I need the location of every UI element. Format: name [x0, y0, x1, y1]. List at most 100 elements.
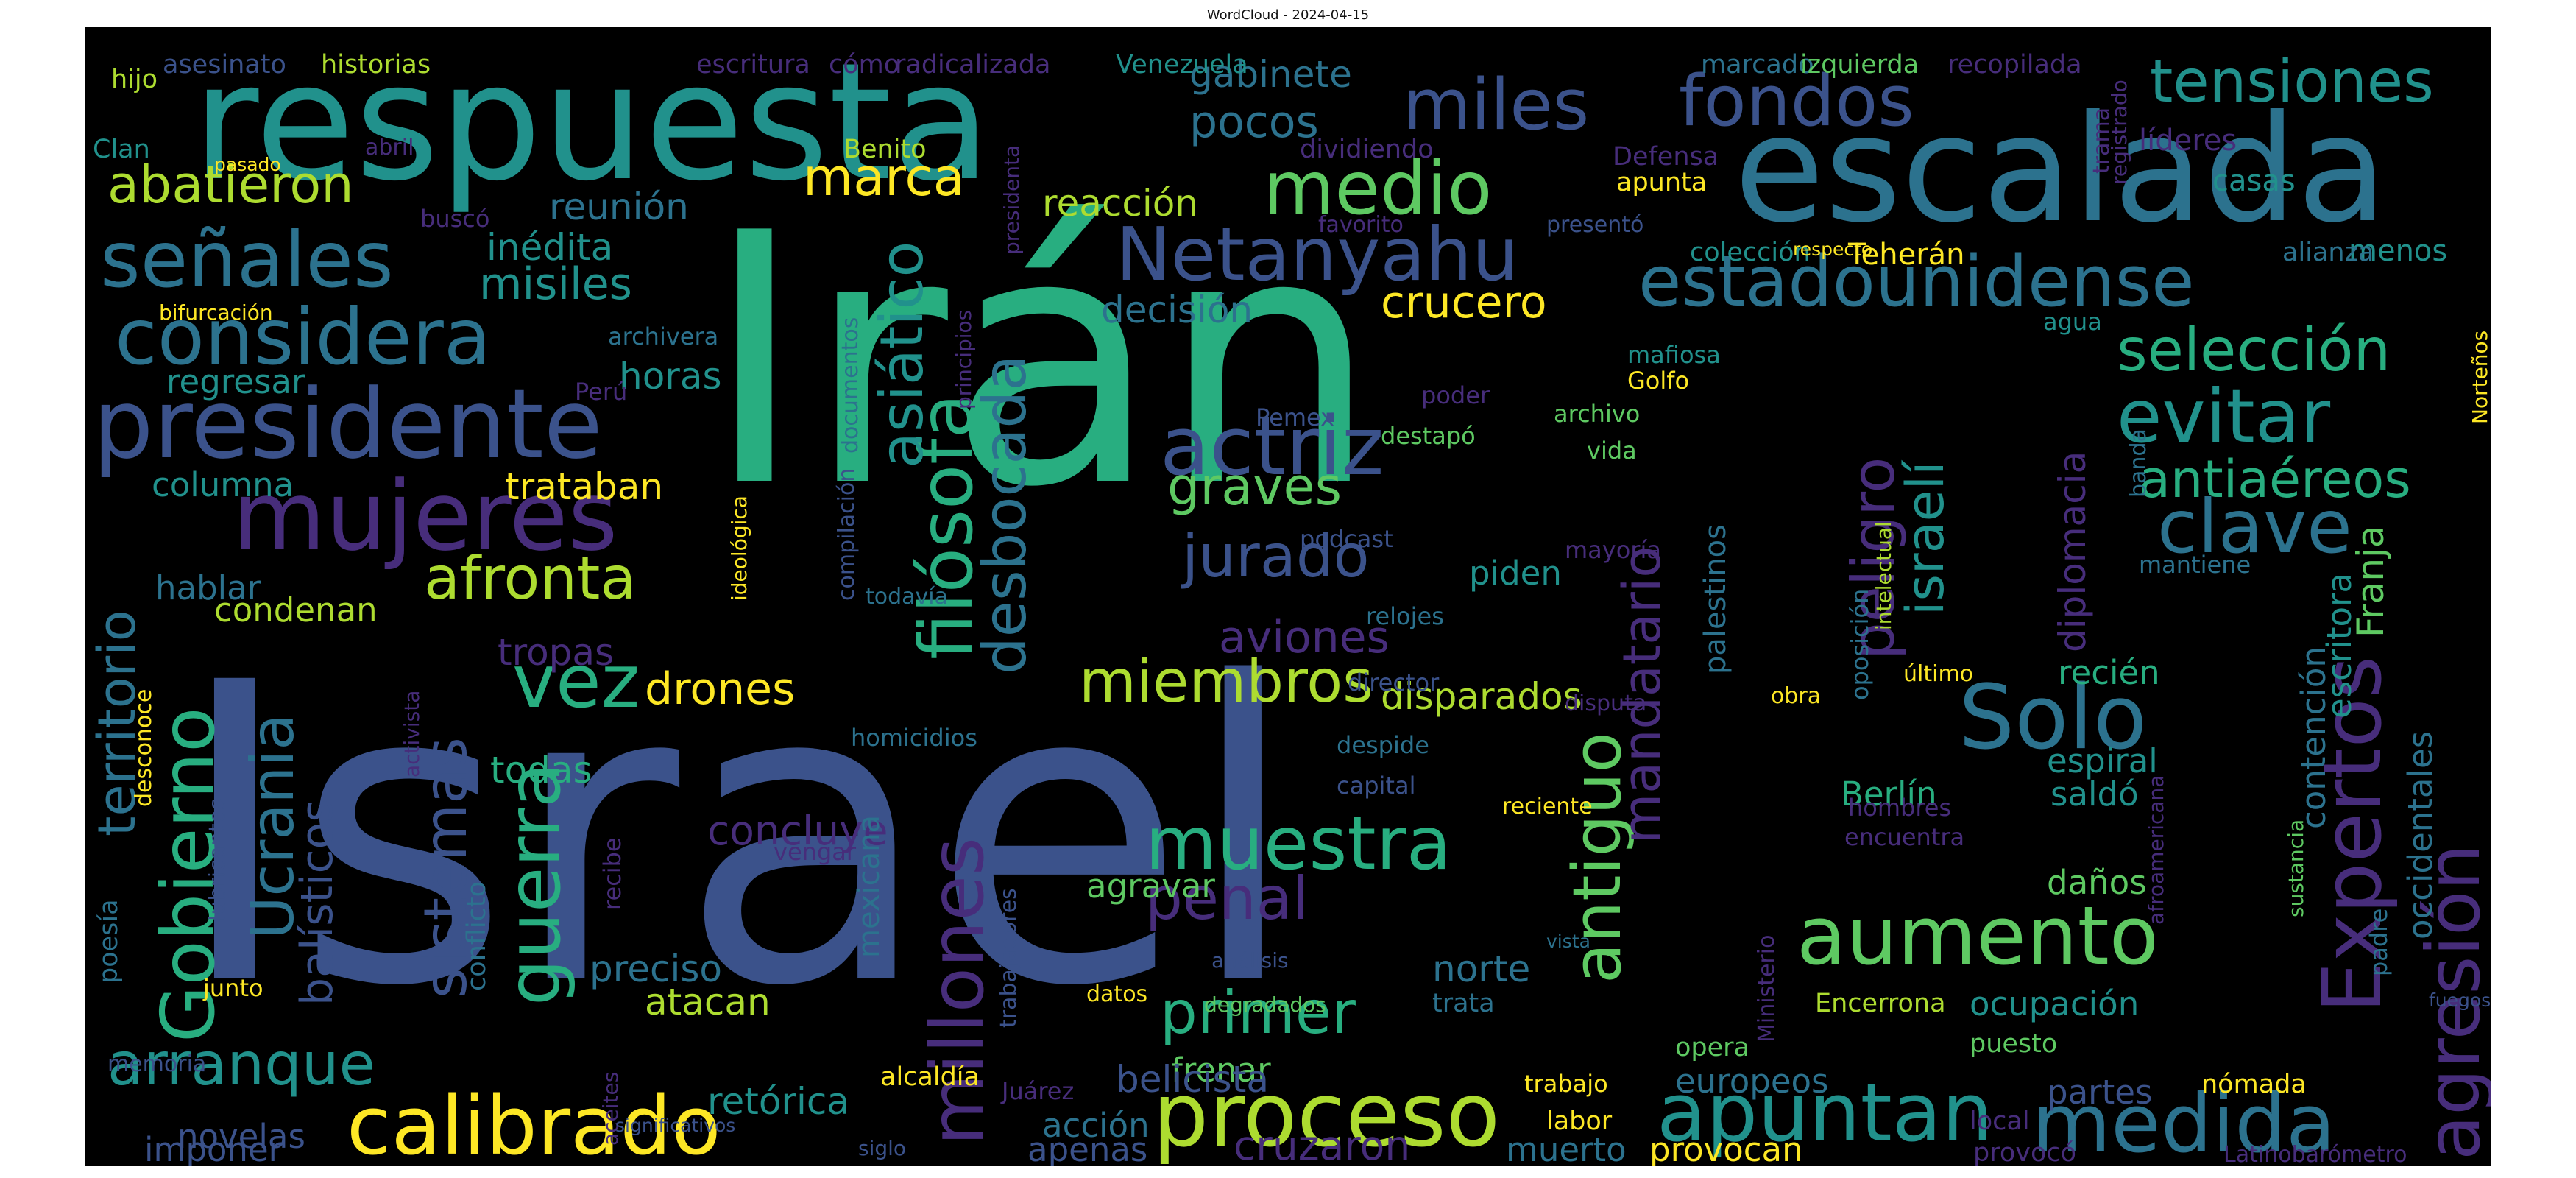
cloud-word: trabajadores: [996, 888, 1022, 1028]
cloud-word: archivera: [608, 322, 719, 350]
cloud-word: menos: [2349, 234, 2448, 268]
cloud-word: siglo: [858, 1136, 907, 1160]
cloud-word: Juárez: [1002, 1077, 1075, 1105]
cloud-word: medida: [2032, 1076, 2336, 1166]
cloud-word: mujeres: [233, 460, 618, 572]
cloud-word: pocos: [1189, 96, 1319, 148]
cloud-word: encuentra: [1844, 823, 1965, 851]
cloud-word: graves: [1167, 456, 1342, 517]
cloud-word: considera: [115, 292, 492, 382]
cloud-word: documentos: [838, 317, 863, 454]
cloud-word: acción: [1042, 1106, 1150, 1145]
cloud-word: mafiosa: [1627, 341, 1721, 369]
cloud-word: líderes: [2139, 124, 2237, 158]
cloud-word: israelí: [1895, 461, 1956, 616]
cloud-word: presentó: [1546, 212, 1644, 238]
cloud-word: penal: [1145, 864, 1309, 933]
cloud-word: mayoría: [1565, 536, 1661, 564]
cloud-word: diplomacia: [2051, 451, 2094, 652]
cloud-word: significativos: [615, 1115, 736, 1136]
cloud-word: horas: [619, 355, 722, 398]
cloud-word: podcast: [1300, 525, 1393, 553]
cloud-word: poesía: [94, 899, 124, 984]
cloud-word: abril: [365, 135, 414, 161]
cloud-word: director: [1348, 669, 1440, 696]
cloud-word: padre: [2365, 908, 2393, 976]
cloud-word: reacción: [1042, 182, 1199, 225]
cloud-word: millones: [914, 837, 1000, 1146]
cloud-word: respuesta: [192, 28, 991, 216]
cloud-word: intelectual: [1872, 521, 1896, 630]
cloud-word: calibrado: [347, 1079, 721, 1166]
cloud-word: opera: [1675, 1033, 1750, 1062]
cloud-word: recibe: [598, 837, 626, 910]
cloud-word: ocupación: [1970, 984, 2140, 1023]
cloud-word: actriz: [1160, 399, 1384, 493]
word-cloud: Israel Irán respuesta escalada presidente muj…: [85, 27, 2491, 1166]
cloud-word: tropas: [498, 631, 615, 674]
cloud-word: trata: [1432, 989, 1495, 1018]
cloud-word: colección: [1690, 238, 1811, 267]
cloud-word: junto: [203, 974, 263, 1002]
cloud-word: piden: [1469, 554, 1562, 593]
cloud-word: recopilada: [1947, 50, 2082, 80]
cloud-word: marca: [803, 147, 965, 208]
cloud-word: estadounidense: [1638, 241, 2195, 322]
cloud-word: muerto: [1506, 1130, 1627, 1166]
cloud-word: historias: [321, 50, 431, 80]
cloud-word: jurado: [1182, 522, 1370, 590]
cloud-word: novelas: [177, 1117, 305, 1156]
cloud-word: fondos: [1679, 61, 1914, 142]
cloud-word: gabinete: [1189, 53, 1352, 96]
cloud-word: Berlín: [1841, 775, 1937, 814]
cloud-word: escritura: [696, 50, 810, 80]
cloud-word: oposición: [1846, 588, 1874, 700]
cloud-word: reunión: [549, 186, 689, 228]
cloud-word: bifurcación: [159, 300, 273, 325]
cloud-word: evitar: [2117, 373, 2331, 459]
cloud-word: atacan: [645, 981, 771, 1023]
cloud-word: espiral: [2047, 741, 2158, 780]
cloud-word: favorito: [1318, 212, 1404, 238]
cloud-word: alianza: [2282, 238, 2374, 267]
cloud-word: análisis: [1211, 948, 1289, 973]
cloud-word: buscó: [420, 205, 490, 233]
cloud-word: aviones: [1219, 612, 1390, 663]
cloud-word: vista: [1546, 931, 1590, 952]
cloud-word: trataban: [505, 465, 664, 508]
cloud-word: drones: [645, 663, 796, 715]
cloud-word: asiático: [868, 241, 936, 468]
cloud-word: afroamericana: [2144, 775, 2168, 925]
cloud-word: provocan: [1649, 1130, 1803, 1166]
cloud-word: archivo: [1554, 400, 1641, 428]
cloud-word: balísticos: [291, 799, 343, 1006]
cloud-word: Venezuela: [1116, 50, 1248, 80]
cloud-word: recién: [2058, 653, 2160, 692]
cloud-word: último: [1903, 661, 1974, 687]
cloud-word: datos: [1086, 981, 1148, 1007]
cloud-word: local: [1970, 1107, 2030, 1136]
cloud-word: degradados: [1204, 992, 1326, 1017]
cloud-word: medio: [1263, 145, 1493, 231]
cloud-word: vengar: [774, 838, 856, 866]
cloud-word: hablar: [155, 568, 261, 607]
cloud-word: hijo: [111, 65, 158, 94]
cloud-word: destapó: [1381, 422, 1476, 450]
cloud-word: Clan: [93, 135, 150, 164]
cloud-word: principios: [952, 309, 976, 409]
cloud-word: memoria: [107, 1051, 207, 1077]
cloud-word: Irán: [704, 160, 1379, 562]
cloud-word: contención: [2294, 646, 2333, 829]
cloud-word: lubricantes: [205, 798, 230, 921]
cloud-word: disputa: [1565, 691, 1647, 716]
cloud-word: cómo: [829, 50, 900, 80]
cloud-word: agravar: [1086, 867, 1215, 906]
cloud-word: todavía: [866, 584, 949, 610]
cloud-word: Benito: [843, 135, 927, 164]
cloud-word: fuegos: [2429, 990, 2491, 1011]
cloud-word: puesto: [1970, 1029, 2058, 1059]
cloud-word: radicalizada: [895, 50, 1051, 80]
cloud-word: asesinato: [163, 50, 286, 80]
cloud-word: norte: [1432, 948, 1531, 990]
cloud-word: casas: [2212, 164, 2296, 198]
